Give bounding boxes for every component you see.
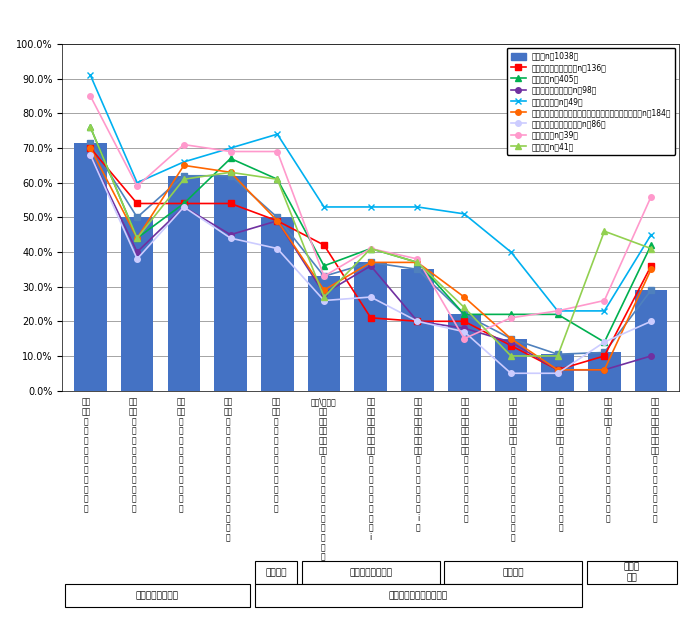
Bar (541, 354, 574, 391)
Bar (168, 176, 200, 391)
Bar (354, 262, 387, 391)
FancyBboxPatch shape (302, 561, 439, 584)
Legend: 全体（n＝1038）, 建設・土木・不動産（n＝136）, 製造業（n＝405）, 商業・流通・飲食（n＝98）, 金融・保険（n＝49）, 通信・メディア・情: 全体（n＝1038）, 建設・土木・不動産（n＝136）, 製造業（n＝405）… (507, 48, 675, 155)
FancyBboxPatch shape (254, 584, 582, 607)
Text: 外部連携: 外部連携 (502, 568, 524, 577)
Bar (588, 353, 621, 391)
Bar (214, 176, 247, 391)
Text: の流
スス
手テ
続ム
旧代
な
情
に
つ
い
の
て
用
意: の流 スス 手テ 続ム 旧代 な 情 に つ い の て 用 意 (556, 398, 565, 533)
Bar (261, 217, 294, 391)
Text: の自
復社
旧情
手報
順シ
代ス
テ
ム
に
の
つ
用
i
意: の自 復社 旧情 手報 順シ 代ス テ ム に の つ 用 i 意 (414, 398, 423, 533)
Text: 教育・
訓練: 教育・ 訓練 (624, 563, 640, 582)
Text: 設対
定策
本
部
立
上
げ
判
断
基
準
の: 設対 定策 本 部 立 上 げ 判 断 基 準 の (129, 398, 138, 513)
Text: 自社リソース復旧: 自社リソース復旧 (349, 568, 392, 577)
FancyBboxPatch shape (64, 584, 249, 607)
Text: 設災
置害
・
事
故
等
発
生
時
の
体
制: 設災 置害 ・ 事 故 等 発 生 時 の 体 制 (82, 398, 91, 513)
Bar (308, 276, 340, 391)
FancyBboxPatch shape (254, 561, 297, 584)
Bar (121, 217, 153, 391)
FancyBboxPatch shape (586, 561, 677, 584)
Text: 着て
自社
の復
旧旧
設手
順設
備
代
な
ど
の
に
つ
用
i: 着て 自社 の復 旧旧 設手 順設 備 代 な ど の に つ 用 i (366, 398, 376, 542)
Text: 旧ラ
スス
手テ
イム
チ旧
情
代
ホ
手
報
に
つ
い
サ
復: 旧ラ スス 手テ イム チ旧 情 代 ホ 手 報 に つ い サ 復 (509, 398, 518, 542)
Text: 初動段階での対策: 初動段階での対策 (136, 591, 179, 600)
Text: 勤従
等業
の
負
判
断
指
員
針
へ
の
退
社
・
出: 勤従 等業 の 負 判 断 指 員 針 へ の 退 社 ・ 出 (224, 398, 233, 542)
Text: 用員
人等
等的
へリ
の代
に替
業
務
代
替
業
員
雇: 用員 人等 等的 へリ の代 に替 業 務 代 替 業 員 雇 (461, 398, 471, 523)
Bar (401, 270, 434, 391)
Text: さで\ないつ
るど
まか
ので
の業
目に
標
ど
設
事
の
定
業
を
程
度
復
旧: さで\ないつ るど まか ので の業 目に 標 ど 設 事 の 定 業 を 程 … (310, 398, 336, 571)
Text: のと
実災
を害
施想
し事
た故
等
が
訓
練
・
教
育: のと 実災 を害 施想 し事 た故 等 が 訓 練 ・ 教 育 (651, 398, 660, 523)
Bar (74, 143, 107, 391)
Text: 手外
マス
順部
ス
メ
に
代
へ
替
情
報
発
信: 手外 マス 順部 ス メ に 代 へ 替 情 報 発 信 (604, 398, 613, 523)
Bar (635, 290, 667, 391)
FancyBboxPatch shape (444, 561, 582, 584)
Text: 復旧方針: 復旧方針 (265, 568, 287, 577)
Bar (448, 314, 480, 391)
Text: 応急・復旧段階での対策: 応急・復旧段階での対策 (389, 591, 448, 600)
Text: 給被
手災
順
の
被
害
状
況
の
確
認
・: 給被 手災 順 の 被 害 状 況 の 確 認 ・ (176, 398, 186, 513)
Bar (495, 339, 527, 391)
Text: 事優
業先
の
選
定
復
旧
す
べ
き
業
務: 事優 業先 の 選 定 復 旧 す べ き 業 務 (271, 398, 281, 513)
